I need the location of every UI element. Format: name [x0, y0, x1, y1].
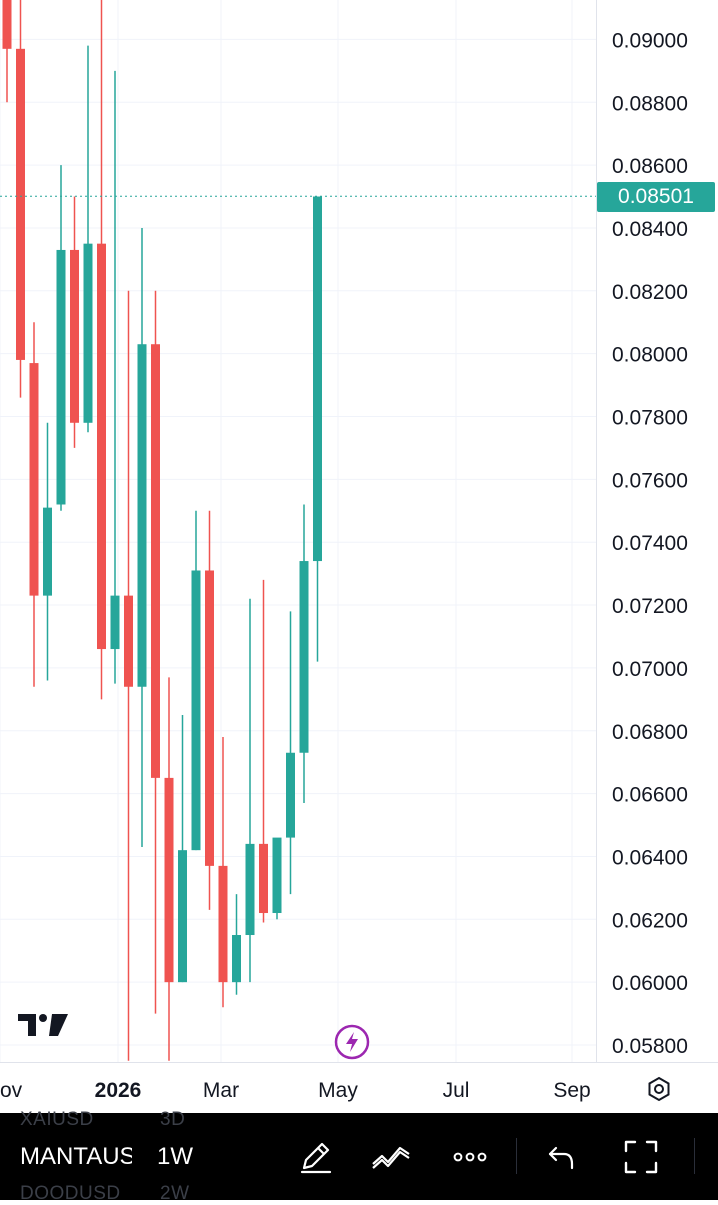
candle-body	[259, 843, 268, 914]
grid	[0, 0, 596, 1062]
indicators-icon[interactable]	[370, 1138, 412, 1181]
candle	[191, 510, 201, 851]
candle-body	[205, 570, 214, 866]
candle-body	[16, 48, 25, 360]
fullscreen-icon[interactable]	[622, 1138, 660, 1181]
interval-picker-prev[interactable]: 3D	[160, 1109, 186, 1130]
y-tick-label: 0.07800	[612, 407, 688, 430]
candle	[29, 322, 39, 687]
candle	[151, 290, 160, 1014]
candle-body	[43, 507, 52, 596]
y-tick-label: 0.06600	[612, 784, 688, 807]
x-tick-label: May	[318, 1079, 358, 1102]
candle-body	[218, 865, 228, 983]
candle	[124, 290, 133, 1061]
y-tick-label: 0.08400	[612, 218, 688, 241]
candle-body	[137, 344, 147, 687]
y-tick-label: 0.06000	[612, 972, 688, 995]
candle	[205, 510, 214, 910]
x-tick-label: 2026	[95, 1079, 142, 1102]
candle-body	[178, 850, 187, 983]
candle	[110, 70, 120, 684]
candle	[137, 227, 147, 848]
y-tick-label: 0.07600	[612, 469, 688, 492]
candle-body	[97, 243, 106, 650]
candle-body	[56, 249, 66, 505]
candle	[2, 0, 12, 103]
candles	[2, 0, 322, 1061]
toolbar-divider	[516, 1138, 517, 1174]
candle-body	[70, 249, 79, 423]
time-scale[interactable]: ov 2026 Mar May Jul Sep	[0, 1079, 591, 1102]
pen-icon[interactable]	[298, 1138, 334, 1181]
y-tick-label: 0.09000	[612, 29, 688, 52]
candle	[313, 196, 322, 662]
candle	[178, 715, 187, 983]
y-tick-label: 0.05800	[612, 1035, 688, 1058]
y-tick-label: 0.08000	[612, 344, 688, 367]
candle	[218, 737, 228, 1008]
candle-body	[124, 595, 133, 687]
x-tick-label: ov	[0, 1079, 23, 1102]
candlestick-chart[interactable]: 0.09000 0.08800 0.08600 0.08400 0.08200 0.080…	[0, 0, 718, 1113]
candle-body	[151, 344, 160, 778]
symbol-selector[interactable]: MANTAUSD	[20, 1143, 132, 1170]
last-price-label: 0.08501	[597, 182, 715, 212]
x-tick-label: Jul	[443, 1079, 470, 1102]
candle	[259, 579, 268, 923]
candle-body	[164, 777, 174, 983]
lightning-icon[interactable]	[334, 1024, 370, 1065]
candle-body	[83, 243, 93, 423]
settings-icon[interactable]	[646, 1076, 672, 1107]
y-tick-label: 0.06200	[612, 909, 688, 932]
y-tick-label: 0.07200	[612, 595, 688, 618]
candle-body	[110, 595, 120, 650]
price-scale[interactable]: 0.09000 0.08800 0.08600 0.08400 0.08200 0.080…	[612, 29, 688, 1058]
toolbar-divider	[694, 1138, 695, 1174]
y-tick-label: 0.08800	[612, 92, 688, 115]
candle-body	[313, 196, 322, 562]
candle-body	[245, 843, 255, 936]
candle	[299, 504, 309, 804]
candle-body	[272, 837, 282, 914]
candle	[97, 0, 106, 700]
bottom-toolbar: XAIUSD 3D DOODUSD 2W	[0, 1109, 718, 1204]
candle-body	[191, 570, 201, 851]
candle	[16, 0, 25, 398]
x-tick-label: Mar	[203, 1079, 239, 1102]
candle-body	[232, 935, 241, 983]
more-icon[interactable]	[450, 1138, 490, 1181]
candle	[43, 422, 52, 681]
candle	[272, 837, 282, 920]
y-tick-label: 0.07400	[612, 532, 688, 555]
symbol-picker-prev[interactable]: XAIUSD	[20, 1109, 94, 1130]
y-tick-label: 0.08200	[612, 281, 688, 304]
undo-icon[interactable]	[546, 1138, 578, 1181]
symbol-picker-next[interactable]: DOODUSD	[20, 1183, 121, 1204]
chart-area[interactable]: 0.09000 0.08800 0.08600 0.08400 0.08200 0.080…	[0, 0, 718, 1113]
candle	[245, 598, 255, 983]
y-tick-label: 0.08600	[612, 155, 688, 178]
candle-body	[286, 752, 295, 838]
candle	[232, 894, 241, 995]
y-tick-label: 0.06400	[612, 846, 688, 869]
candle	[70, 196, 79, 448]
y-tick-label: 0.06800	[612, 721, 688, 744]
interval-selector[interactable]: 1W	[157, 1143, 193, 1170]
candle-body	[2, 0, 12, 49]
y-tick-label: 0.07000	[612, 658, 688, 681]
candle	[56, 165, 66, 511]
candle-body	[299, 561, 309, 753]
candle	[286, 611, 295, 895]
candle	[83, 45, 93, 433]
interval-picker-next[interactable]: 2W	[160, 1183, 190, 1204]
candle-body	[29, 363, 39, 596]
candle	[164, 677, 174, 1061]
tradingview-logo-icon	[18, 1012, 70, 1043]
x-tick-label: Sep	[553, 1079, 590, 1102]
